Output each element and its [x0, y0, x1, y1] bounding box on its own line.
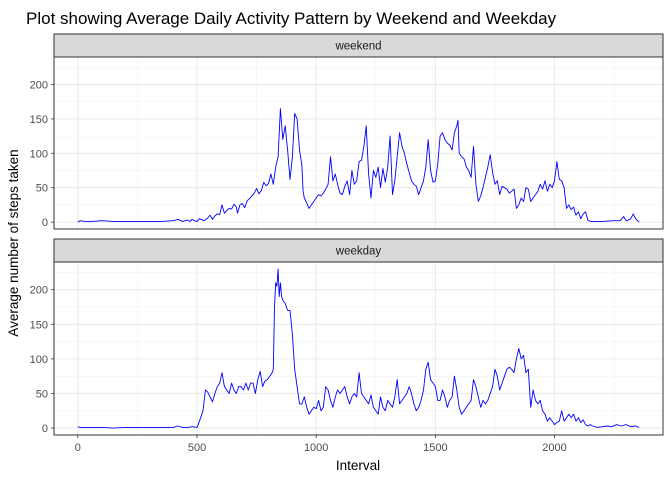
y-tick-label: 150	[30, 114, 48, 126]
panel-weekday: weekday 0 50 100 150 200	[30, 238, 664, 436]
chart-panels: weekend 0 50 100 150 200 weekday 0 50 100 150 200	[30, 33, 664, 436]
panel-weekend: weekend 0 50 100 150 200	[30, 33, 664, 230]
facet-strip-label: weekend	[334, 41, 381, 53]
y-tick-label: 50	[36, 183, 48, 195]
y-tick-label: 0	[42, 217, 48, 229]
x-tick-label: 0	[75, 442, 81, 454]
x-axis: 0 500 1000 1500 2000	[75, 435, 567, 454]
y-tick-label: 150	[30, 319, 48, 331]
series-line-weekend	[77, 108, 640, 223]
x-tick-label: 1000	[304, 442, 328, 454]
panel-border	[53, 56, 664, 230]
facet-strip-label: weekday	[335, 246, 382, 258]
x-tick-label: 2000	[542, 442, 566, 454]
x-tick-label: 500	[188, 442, 206, 454]
panel-border	[53, 261, 664, 436]
y-axis-title: Average number of steps taken	[6, 149, 21, 336]
y-tick-label: 100	[30, 354, 48, 366]
x-axis-title: Interval	[336, 458, 380, 473]
chart-title: Plot showing Average Daily Activity Patt…	[26, 9, 557, 28]
x-tick-label: 1500	[423, 442, 447, 454]
y-tick-label: 0	[42, 423, 48, 435]
y-tick-label: 200	[30, 285, 48, 297]
y-tick-label: 100	[30, 148, 48, 160]
y-tick-label: 50	[36, 388, 48, 400]
y-tick-label: 200	[30, 80, 48, 92]
series-line-weekday	[77, 268, 640, 429]
